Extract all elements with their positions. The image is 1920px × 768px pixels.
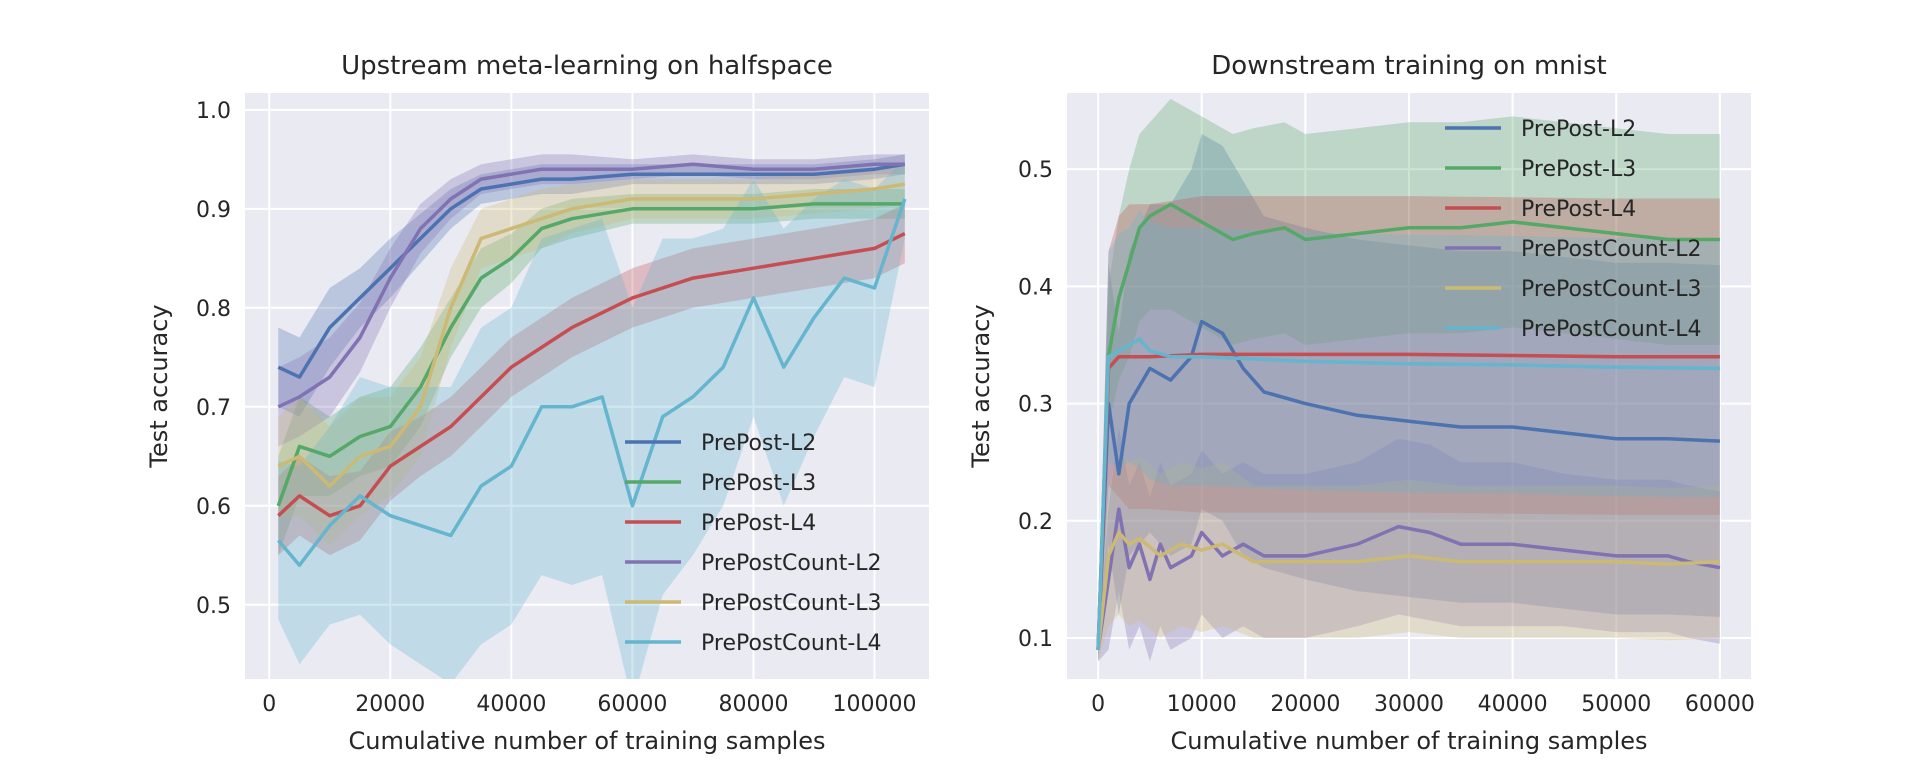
series-group xyxy=(1096,98,1721,662)
x-axis-label: Cumulative number of training samples xyxy=(348,727,825,755)
y-tick-label: 0.2 xyxy=(1018,510,1053,535)
legend-label: PrePost-L4 xyxy=(701,511,816,536)
legend-label: PrePostCount-L3 xyxy=(1521,277,1702,302)
confidence-band xyxy=(278,154,905,447)
legend-label: PrePostCount-L2 xyxy=(1521,237,1702,262)
legend-label: PrePost-L4 xyxy=(1521,197,1636,222)
series-line xyxy=(1096,530,1720,650)
x-tick-label: 50000 xyxy=(1581,692,1651,717)
series-line xyxy=(1096,507,1721,650)
y-axis-label: Test accuracy xyxy=(145,304,173,468)
confidence-band xyxy=(1098,134,1720,662)
series-line xyxy=(1096,352,1720,650)
x-tick-label: 0 xyxy=(1091,692,1105,717)
y-tick-label: 0.9 xyxy=(196,198,231,223)
confidence-band xyxy=(1098,210,1720,662)
series-line xyxy=(277,162,906,379)
y-tick-label: 0.1 xyxy=(1018,627,1053,652)
y-tick-label: 0.4 xyxy=(1018,275,1053,300)
x-tick-label: 60000 xyxy=(597,692,667,717)
confidence-band xyxy=(278,203,905,556)
x-tick-label: 100000 xyxy=(833,692,917,717)
legend-label: PrePostCount-L4 xyxy=(1521,317,1702,342)
x-tick-label: 20000 xyxy=(1270,692,1340,717)
x-tick-label: 20000 xyxy=(355,692,425,717)
x-tick-label: 40000 xyxy=(476,692,546,717)
series-line xyxy=(277,182,906,488)
legend-label: PrePost-L2 xyxy=(701,431,816,456)
x-tick-label: 0 xyxy=(262,692,276,717)
series-line xyxy=(277,232,906,518)
series-line xyxy=(1096,337,1720,650)
x-tick-label: 40000 xyxy=(1478,692,1548,717)
chart-title: Downstream training on mnist xyxy=(1211,51,1606,81)
confidence-band xyxy=(1098,427,1720,662)
x-tick-label: 80000 xyxy=(718,692,788,717)
legend-label: PrePostCount-L4 xyxy=(701,631,882,656)
series-group xyxy=(276,154,907,679)
legend-label: PrePost-L3 xyxy=(701,471,816,496)
confidence-band xyxy=(1098,98,1720,662)
y-tick-label: 0.7 xyxy=(196,396,231,421)
downstream-plot: 0 10000 20000 30000 40000 50000 60000 0.1 0.2 0.3… xyxy=(967,51,1755,755)
series-line xyxy=(276,202,905,507)
x-tick-label: 30000 xyxy=(1374,692,1444,717)
series-line xyxy=(277,162,905,409)
y-tick-label: 1.0 xyxy=(196,99,231,124)
legend: PrePost-L2 PrePost-L3 PrePost-L4 PrePostCou… xyxy=(1445,117,1702,342)
y-axis-label: Test accuracy xyxy=(967,304,995,468)
series-line xyxy=(1096,319,1720,650)
legend-label: PrePostCount-L3 xyxy=(701,591,882,616)
chart-title: Upstream meta-learning on halfspace xyxy=(341,51,833,81)
y-tick-label: 0.6 xyxy=(196,495,231,520)
y-tick-label: 0.3 xyxy=(1018,393,1053,418)
y-tick-label: 0.5 xyxy=(1018,158,1053,183)
series-line xyxy=(1096,202,1720,650)
upstream-plot: 0 20000 40000 60000 80000 100000 0.5 0.6 0.7 0.8 0… xyxy=(145,51,929,755)
legend: PrePost-L2 PrePost-L3 PrePost-L4 PrePostCou… xyxy=(625,431,882,656)
x-tick-label: 10000 xyxy=(1167,692,1237,717)
x-axis-label: Cumulative number of training samples xyxy=(1170,727,1647,755)
confidence-band xyxy=(278,159,905,679)
y-tick-label: 0.8 xyxy=(196,297,231,322)
series-line xyxy=(276,198,907,567)
confidence-band xyxy=(278,189,905,556)
plot-area xyxy=(245,93,929,679)
y-tick-label: 0.5 xyxy=(196,594,231,619)
confidence-band xyxy=(278,154,905,417)
confidence-band xyxy=(1098,196,1720,662)
legend-label: PrePostCount-L2 xyxy=(701,551,882,576)
legend-label: PrePost-L2 xyxy=(1521,117,1636,142)
legend-label: PrePost-L3 xyxy=(1521,157,1636,182)
x-tick-label: 60000 xyxy=(1685,692,1755,717)
